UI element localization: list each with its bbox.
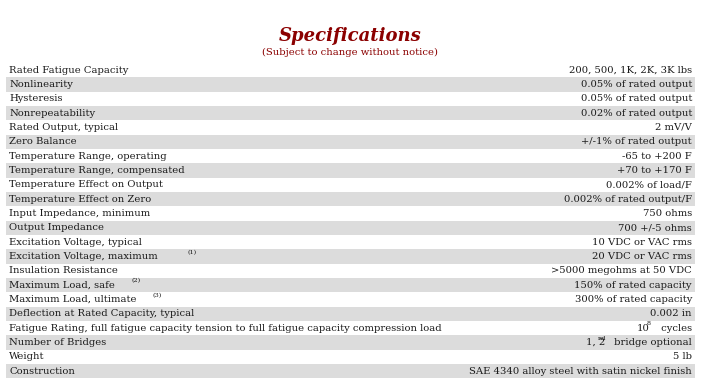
- Text: Weight: Weight: [9, 352, 45, 361]
- Text: 0.05% of rated output: 0.05% of rated output: [580, 94, 692, 104]
- Text: Temperature Effect on Output: Temperature Effect on Output: [9, 180, 163, 189]
- Text: 10: 10: [637, 324, 650, 333]
- Text: 0.02% of rated output: 0.02% of rated output: [580, 108, 692, 118]
- Text: Specifications: Specifications: [279, 27, 422, 45]
- Text: 0.05% of rated output: 0.05% of rated output: [580, 80, 692, 89]
- FancyBboxPatch shape: [6, 306, 695, 321]
- Text: +70 to +170 F: +70 to +170 F: [617, 166, 692, 175]
- Text: Deflection at Rated Capacity, typical: Deflection at Rated Capacity, typical: [9, 309, 194, 318]
- Text: Output Impedance: Output Impedance: [9, 223, 104, 232]
- FancyBboxPatch shape: [6, 163, 695, 178]
- Text: -65 to +200 F: -65 to +200 F: [622, 152, 692, 161]
- FancyBboxPatch shape: [6, 135, 695, 149]
- Text: Nonrepeatability: Nonrepeatability: [9, 108, 95, 118]
- FancyBboxPatch shape: [6, 335, 695, 350]
- Text: 0.002% of rated output/F: 0.002% of rated output/F: [564, 194, 692, 204]
- Text: Hysteresis: Hysteresis: [9, 94, 62, 104]
- Text: Rated Fatigue Capacity: Rated Fatigue Capacity: [9, 66, 128, 75]
- FancyBboxPatch shape: [6, 278, 695, 292]
- Text: 300% of rated capacity: 300% of rated capacity: [575, 295, 692, 304]
- FancyBboxPatch shape: [6, 364, 695, 378]
- Text: Maximum Load, ultimate: Maximum Load, ultimate: [9, 295, 137, 304]
- Text: 10 VDC or VAC rms: 10 VDC or VAC rms: [592, 238, 692, 247]
- Text: +/-1% of rated output: +/-1% of rated output: [581, 137, 692, 146]
- Text: 5 lb: 5 lb: [673, 352, 692, 361]
- Text: 0.002% of load/F: 0.002% of load/F: [606, 180, 692, 189]
- Text: 8: 8: [646, 321, 651, 326]
- Text: Input Impedance, minimum: Input Impedance, minimum: [9, 209, 150, 218]
- Text: Temperature Range, compensated: Temperature Range, compensated: [9, 166, 185, 175]
- Text: 150% of rated capacity: 150% of rated capacity: [574, 280, 692, 290]
- FancyBboxPatch shape: [6, 106, 695, 120]
- Text: Number of Bridges: Number of Bridges: [9, 338, 107, 347]
- Text: Zero Balance: Zero Balance: [9, 137, 76, 146]
- Text: >5000 megohms at 50 VDC: >5000 megohms at 50 VDC: [551, 266, 692, 275]
- Text: Excitation Voltage, maximum: Excitation Voltage, maximum: [9, 252, 158, 261]
- Text: 750 ohms: 750 ohms: [643, 209, 692, 218]
- FancyBboxPatch shape: [6, 221, 695, 235]
- FancyBboxPatch shape: [6, 78, 695, 92]
- Text: (3): (3): [153, 293, 162, 298]
- Text: 1, 2: 1, 2: [587, 338, 606, 347]
- Text: bridge optional: bridge optional: [611, 338, 692, 347]
- FancyBboxPatch shape: [6, 192, 695, 206]
- Text: 20 VDC or VAC rms: 20 VDC or VAC rms: [592, 252, 692, 261]
- Text: 2 mV/V: 2 mV/V: [655, 123, 692, 132]
- Text: Insulation Resistance: Insulation Resistance: [9, 266, 118, 275]
- Text: Rated Output, typical: Rated Output, typical: [9, 123, 118, 132]
- FancyBboxPatch shape: [6, 249, 695, 264]
- Text: Temperature Range, operating: Temperature Range, operating: [9, 152, 167, 161]
- Text: Fatigue Rating, full fatigue capacity tension to full fatigue capacity compressi: Fatigue Rating, full fatigue capacity te…: [9, 324, 442, 333]
- Text: SAE 4340 alloy steel with satin nickel finish: SAE 4340 alloy steel with satin nickel f…: [469, 366, 692, 376]
- Text: Construction: Construction: [9, 366, 75, 376]
- Text: (Subject to change without notice): (Subject to change without notice): [262, 48, 439, 57]
- Text: (2): (2): [132, 278, 141, 283]
- Text: Excitation Voltage, typical: Excitation Voltage, typical: [9, 238, 142, 247]
- Text: Nonlinearity: Nonlinearity: [9, 80, 73, 89]
- Text: (1): (1): [188, 249, 197, 255]
- Text: 200, 500, 1K, 2K, 3K lbs: 200, 500, 1K, 2K, 3K lbs: [569, 66, 692, 75]
- Text: Maximum Load, safe: Maximum Load, safe: [9, 280, 115, 290]
- Text: 0.002 in: 0.002 in: [651, 309, 692, 318]
- Text: Temperature Effect on Zero: Temperature Effect on Zero: [9, 194, 151, 204]
- Text: nd: nd: [598, 335, 606, 341]
- Text: 700 +/-5 ohms: 700 +/-5 ohms: [618, 223, 692, 232]
- Text: cycles: cycles: [658, 324, 692, 333]
